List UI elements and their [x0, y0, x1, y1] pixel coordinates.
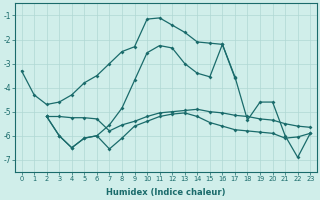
X-axis label: Humidex (Indice chaleur): Humidex (Indice chaleur)	[106, 188, 226, 197]
